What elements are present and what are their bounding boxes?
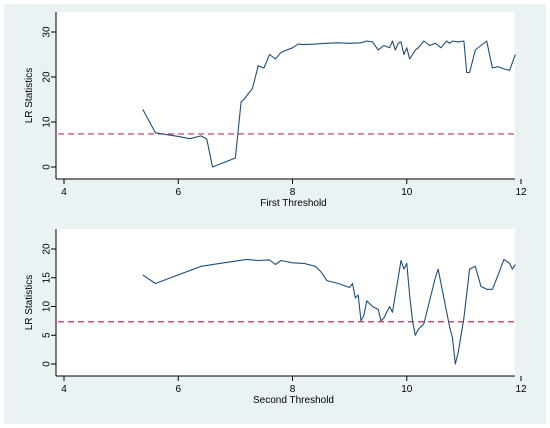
plot-area xyxy=(56,12,515,179)
x-tick-label: 10 xyxy=(401,187,413,198)
y-tick-label: 0 xyxy=(42,361,53,367)
x-axis-title: First Threshold xyxy=(260,198,327,209)
x-tick-label: 6 xyxy=(175,187,181,198)
y-tick-label: 5 xyxy=(42,332,53,338)
y-axis-title: LR Statistics xyxy=(24,275,35,331)
y-tick-label: 10 xyxy=(42,301,53,313)
lr-statistic-line-1 xyxy=(142,258,516,365)
y-tick-label: 20 xyxy=(42,71,53,83)
y-tick-label: 30 xyxy=(42,26,53,38)
figure-background: 4 6 8 10 12 0 10 20 30 First Threshold LR Statisti… xyxy=(4,4,546,424)
x-tick-label: 8 xyxy=(290,384,296,395)
x-tick-label: 10 xyxy=(401,384,413,395)
x-tick-label: 12 xyxy=(515,384,527,395)
y-tick-label: 0 xyxy=(42,164,53,170)
x-tick-label: 8 xyxy=(290,187,296,198)
y-tick-label: 20 xyxy=(42,243,53,255)
x-axis-title: Second Threshold xyxy=(253,395,334,406)
plot-area xyxy=(56,229,515,376)
x-tick-label: 4 xyxy=(61,187,67,198)
y-axis-title: LR Statistics xyxy=(24,68,35,124)
chart-panel-1: 4 6 8 10 12 0 10 20 30 First Threshold LR Statisti… xyxy=(24,12,527,209)
y-tick-label: 10 xyxy=(42,116,53,128)
threshold-charts: 4 6 8 10 12 0 10 20 30 First Threshold LR Statisti… xyxy=(24,12,527,406)
x-tick-label: 4 xyxy=(61,384,67,395)
chart-panel-2: 4 6 8 10 12 0 5 10 15 20 Second Threshold LR Statis… xyxy=(24,229,527,406)
y-tick-label: 15 xyxy=(42,272,53,284)
x-tick-label: 12 xyxy=(515,187,527,198)
lr-statistic-line-1 xyxy=(142,40,516,168)
x-tick-label: 6 xyxy=(175,384,181,395)
